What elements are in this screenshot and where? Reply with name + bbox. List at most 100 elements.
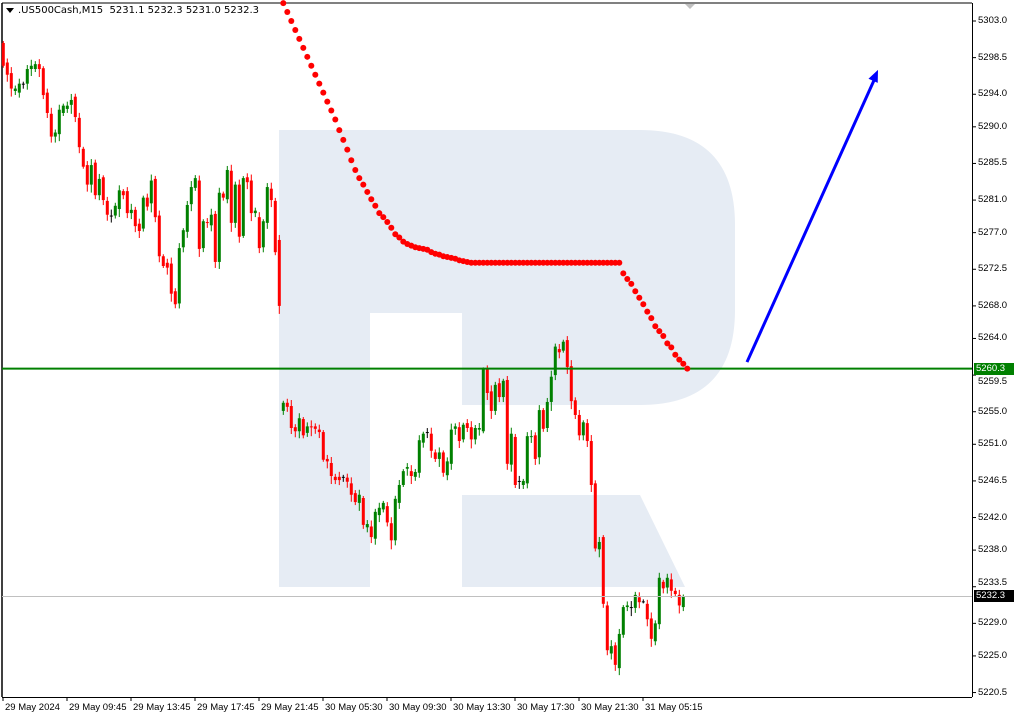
candle [333, 473, 337, 485]
candle-body [385, 506, 389, 523]
candle [173, 288, 177, 309]
candle-body [581, 422, 585, 436]
candle-body [565, 340, 569, 367]
candle-body [173, 291, 177, 305]
candle [497, 378, 501, 403]
candle [365, 520, 369, 533]
candle [493, 381, 497, 415]
candle-body [645, 603, 649, 620]
candle [405, 463, 409, 476]
candle [529, 430, 533, 443]
sar-dot [388, 224, 395, 231]
candle [661, 579, 665, 594]
candle-body [145, 197, 149, 207]
candle-body [449, 429, 453, 464]
candle-body [533, 435, 537, 459]
candle-body [361, 498, 365, 525]
candle [681, 594, 685, 612]
candle [181, 228, 185, 253]
candle-body [593, 483, 597, 549]
candle-body [37, 64, 41, 70]
trend-arrow[interactable] [745, 69, 878, 363]
candle-body [261, 221, 265, 248]
candle [137, 218, 141, 239]
candle-body [353, 493, 357, 503]
candle-body [105, 200, 109, 215]
candle [149, 174, 153, 213]
candle-body [157, 215, 161, 257]
sar-dot [672, 351, 679, 358]
candle-body [577, 414, 581, 436]
sar-dot [680, 360, 687, 367]
candle [169, 257, 173, 302]
watermark-logo [279, 130, 735, 587]
candle [613, 642, 617, 671]
candle [425, 428, 429, 439]
candle-body [629, 607, 633, 609]
candle [441, 450, 445, 477]
candle-body [637, 597, 641, 603]
candle-body [133, 209, 137, 227]
candle-body [425, 432, 429, 434]
candle [245, 173, 249, 190]
candle-body [517, 480, 521, 482]
candle-body [545, 401, 549, 428]
candle-body [197, 180, 201, 249]
candle-body [381, 502, 385, 510]
candle [77, 112, 81, 154]
candle-body [673, 590, 677, 595]
candle-body [605, 605, 609, 651]
candle [597, 536, 601, 558]
candle-body [461, 424, 465, 440]
candle [669, 573, 673, 598]
candle [1, 40, 5, 68]
time-tick-label: 29 May 2024 [5, 702, 60, 713]
candle-body [21, 83, 25, 85]
candle [585, 419, 589, 448]
candle-body [477, 428, 481, 430]
candle-body [293, 427, 297, 432]
sar-dot [648, 315, 655, 322]
candle-body [401, 471, 405, 485]
candle [25, 65, 29, 90]
candle-body [225, 169, 229, 200]
sar-dot [376, 210, 383, 217]
candle-body [245, 177, 249, 183]
candle [645, 599, 649, 627]
candle-body [621, 607, 625, 635]
candle-body [317, 429, 321, 433]
chart-shift-marker[interactable] [685, 4, 695, 9]
candle [61, 103, 65, 116]
candle [217, 187, 221, 269]
candle [45, 88, 49, 118]
candle-body [61, 105, 65, 113]
sar-dot [668, 344, 675, 351]
candle [109, 209, 113, 223]
candle-body [553, 346, 557, 376]
candle [233, 181, 237, 228]
candle [17, 78, 21, 98]
candle [237, 179, 241, 243]
price-tick-label: 5246.5 [978, 474, 1008, 486]
candle [505, 375, 509, 470]
candle [413, 468, 417, 481]
candle-body [17, 83, 21, 93]
sar-dot [312, 71, 319, 78]
candle [141, 195, 145, 232]
candle-body [549, 376, 553, 402]
candle [377, 502, 381, 523]
candle [269, 182, 273, 208]
candle [41, 66, 45, 100]
arrow-shaft [745, 75, 878, 363]
sar-dot [632, 288, 639, 295]
candle-body [73, 96, 77, 118]
candle-body [233, 184, 237, 223]
sar-dot [624, 276, 631, 283]
dropdown-triangle-icon[interactable] [6, 7, 14, 13]
candle [177, 243, 181, 309]
candle [197, 175, 201, 257]
candle-body [9, 73, 13, 89]
sar-dot [396, 234, 403, 241]
candle [121, 189, 125, 200]
